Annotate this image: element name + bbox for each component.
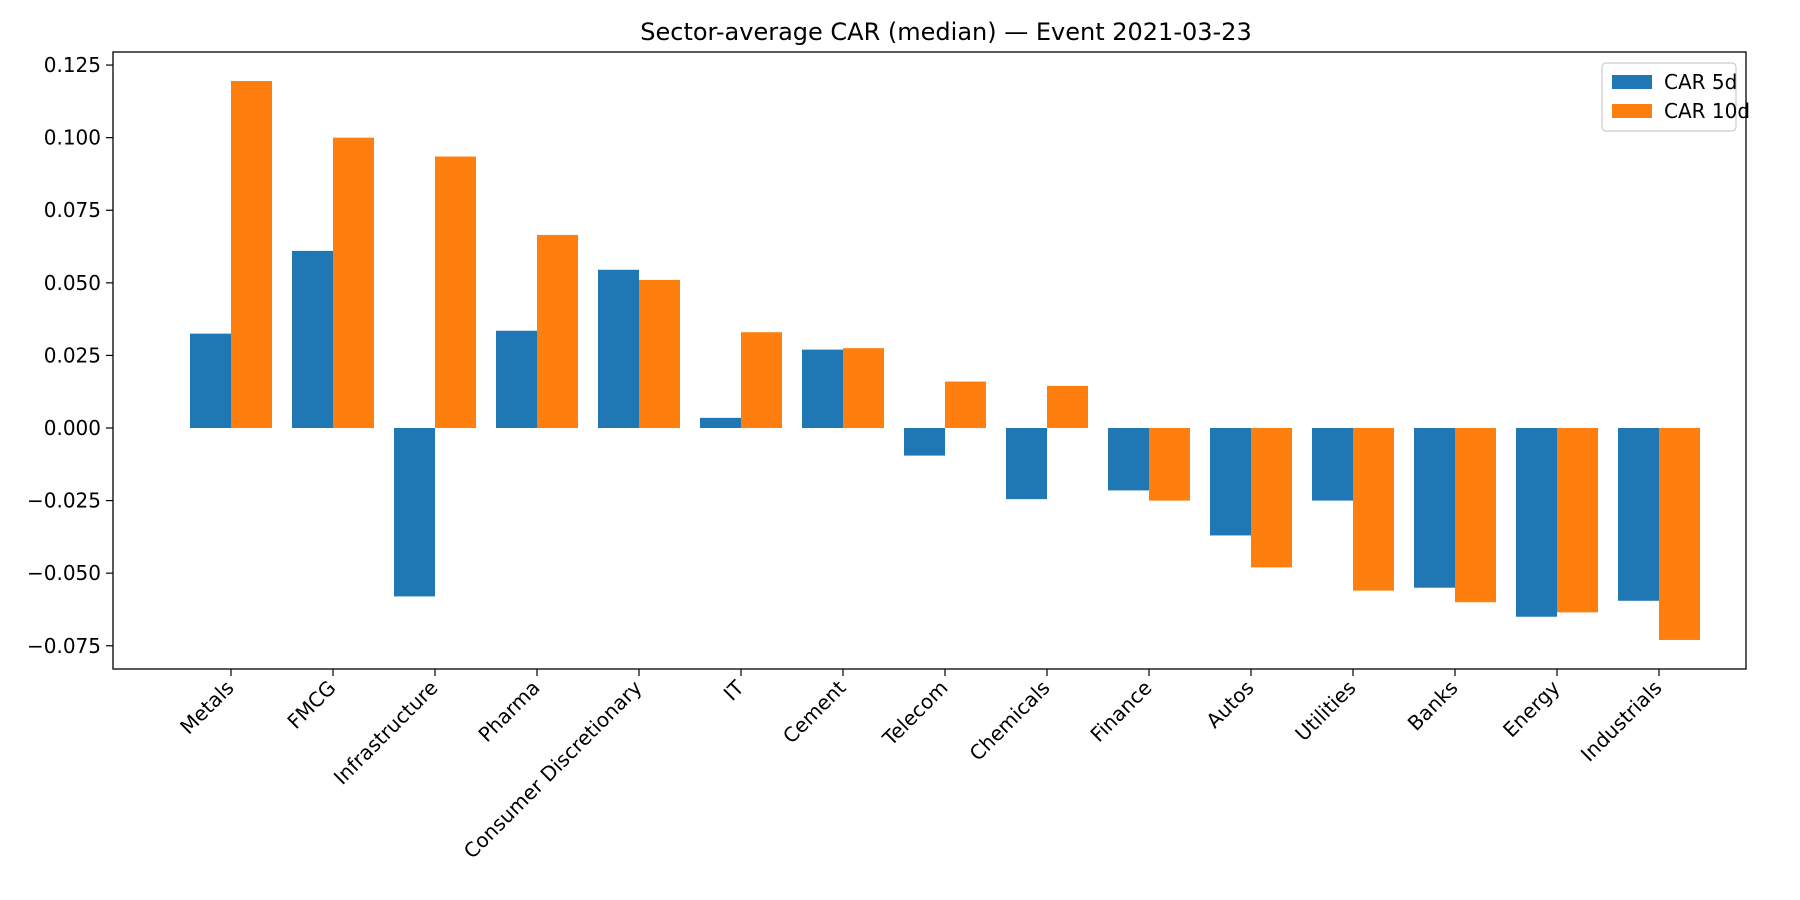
y-tick-label: −0.050 — [27, 561, 101, 585]
bar-car-10d-telecom — [945, 381, 986, 429]
bar-car-10d-industrials — [1659, 428, 1700, 640]
bar-car-5d-pharma — [496, 330, 537, 429]
bar-car-5d-infrastructure — [394, 428, 435, 597]
bar-car-5d-it — [700, 417, 741, 429]
bar-car-5d-consumer-discretionary — [598, 269, 639, 429]
bar-car-10d-consumer-discretionary — [639, 279, 680, 429]
bar-car-10d-utilities — [1353, 428, 1394, 591]
bar-car-5d-autos — [1210, 428, 1251, 536]
legend-swatch-car-5d — [1612, 75, 1652, 89]
bar-car-5d-metals — [190, 333, 231, 429]
x-tick-label: Infrastructure — [329, 676, 443, 790]
x-tick-label: Metals — [175, 676, 238, 739]
bar-car-5d-cement — [802, 349, 843, 429]
y-tick-label: 0.000 — [44, 416, 101, 440]
y-tick-label: 0.100 — [44, 126, 101, 150]
bar-car-5d-energy — [1516, 428, 1557, 617]
bar-car-5d-fmcg — [292, 250, 333, 429]
bar-car-5d-industrials — [1618, 428, 1659, 601]
x-tick-label: Utilities — [1290, 676, 1360, 746]
x-tick-label: Autos — [1201, 676, 1258, 733]
bar-car-10d-energy — [1557, 428, 1598, 613]
bar-car-10d-banks — [1455, 428, 1496, 603]
bar-car-5d-chemicals — [1006, 428, 1047, 500]
y-tick-label: 0.025 — [44, 343, 101, 367]
y-tick-label: −0.075 — [27, 634, 101, 658]
x-tick-label: Pharma — [473, 676, 544, 747]
bar-car-5d-finance — [1108, 428, 1149, 491]
x-tick-label: FMCG — [282, 676, 340, 734]
bar-car-10d-finance — [1149, 428, 1190, 501]
bar-car-5d-banks — [1414, 428, 1455, 588]
plot-area — [190, 81, 1700, 640]
chart-title: Sector-average CAR (median) — Event 2021… — [640, 18, 1251, 46]
legend: CAR 5d CAR 10d — [1601, 62, 1750, 132]
bar-car-10d-it — [741, 332, 782, 429]
bar-car-5d-utilities — [1312, 428, 1353, 501]
x-tick-label: Consumer Discretionary — [459, 675, 647, 863]
bar-car-10d-metals — [231, 81, 272, 429]
y-tick-label: −0.025 — [27, 489, 101, 513]
x-tick-label: Industrials — [1576, 676, 1667, 767]
y-tick-label: 0.050 — [44, 271, 101, 295]
bar-car-10d-infrastructure — [435, 156, 476, 429]
y-tick-label: 0.075 — [44, 198, 101, 222]
x-tick-label: Cement — [778, 675, 851, 748]
x-tick-label: Chemicals — [965, 676, 1055, 766]
x-tick-label: IT — [719, 675, 749, 705]
legend-label-car-5d: CAR 5d — [1664, 70, 1737, 94]
bar-car-10d-fmcg — [333, 137, 374, 429]
legend-label-car-10d: CAR 10d — [1664, 99, 1750, 123]
x-tick-label: Energy — [1498, 675, 1565, 742]
bar-car-10d-chemicals — [1047, 385, 1088, 429]
y-tick-label: 0.125 — [44, 53, 101, 77]
x-tick-label: Banks — [1403, 676, 1463, 736]
bar-car-5d-telecom — [904, 428, 945, 456]
bar-car-10d-pharma — [537, 234, 578, 429]
x-tick-label: Finance — [1085, 676, 1156, 747]
x-tick-label: Telecom — [877, 676, 952, 751]
plot-frame — [112, 51, 1747, 670]
bar-car-10d-autos — [1251, 428, 1292, 568]
legend-swatch-car-10d — [1612, 104, 1652, 118]
bar-car-10d-cement — [843, 348, 884, 429]
